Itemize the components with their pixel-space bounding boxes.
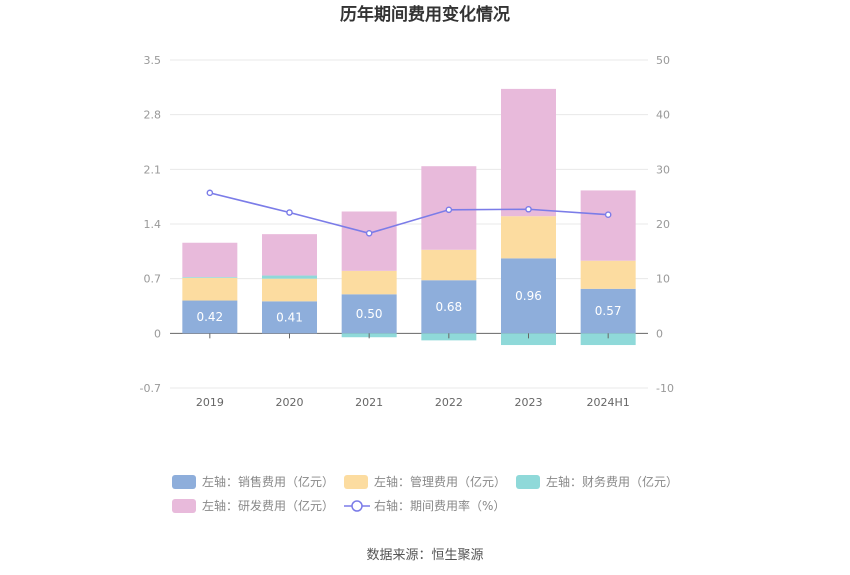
bar-data-label: 0.50 <box>356 307 383 321</box>
bar-segment <box>182 277 238 278</box>
left-tick-label: 0 <box>154 327 161 340</box>
legend-label: 左轴：管理费用（亿元） <box>374 474 506 489</box>
bar-segment <box>341 294 397 334</box>
legend-label: 左轴：研发费用（亿元） <box>202 498 334 513</box>
legend-label: 左轴：销售费用（亿元） <box>202 474 334 489</box>
bar-segment <box>501 216 556 259</box>
rate-point <box>286 209 293 216</box>
right-tick-label: 40 <box>656 109 670 122</box>
rate-point <box>206 189 214 197</box>
right-tick-label: 50 <box>656 54 670 67</box>
left-axis: 3.5 2.8 2.1 1.4 0.7 0 -0.7 <box>140 54 161 395</box>
bar-segment <box>580 260 636 289</box>
x-tick-label: 2023 <box>515 396 543 409</box>
bar-segment <box>341 270 397 295</box>
bar-data-label: 0.41 <box>276 310 303 324</box>
left-tick-label: 3.5 <box>144 54 162 67</box>
rate-point <box>604 211 612 219</box>
x-axis: 2019 2020 2021 2022 2023 2024H1 <box>196 333 630 409</box>
grid-lines <box>170 59 648 389</box>
left-tick-label: 2.1 <box>144 163 162 176</box>
bar-segment <box>580 333 636 346</box>
legend-label: 右轴：期间费用率（%） <box>374 498 505 513</box>
bar-segment <box>421 280 477 334</box>
rate-line-path <box>209 192 609 235</box>
bar-segment <box>501 258 556 334</box>
legend-swatch <box>172 499 196 513</box>
left-tick-label: 2.8 <box>144 109 162 122</box>
bar-segment <box>580 288 636 334</box>
legend: 左轴：销售费用（亿元） 左轴：管理费用（亿元） 左轴：财务费用（亿元） 左轴：研发费用… <box>172 474 678 513</box>
legend-swatch <box>344 475 368 489</box>
x-tick-label: 2024H1 <box>587 396 630 409</box>
right-tick-label: 10 <box>656 273 670 286</box>
rate-point <box>525 205 532 213</box>
right-tick-label: 20 <box>656 218 670 231</box>
bar-segment <box>262 278 317 302</box>
bar-data-label: 0.96 <box>515 289 542 303</box>
legend-swatch <box>516 475 540 489</box>
x-tick-label: 2021 <box>355 396 383 409</box>
left-tick-label: 1.4 <box>144 218 162 231</box>
rate-point <box>445 206 453 214</box>
left-tick-label: 0.7 <box>144 273 162 286</box>
bar-segment <box>262 275 317 279</box>
bar-data-label: 0.57 <box>595 304 622 318</box>
legend-marker <box>351 500 363 512</box>
bar-segment <box>182 242 238 278</box>
bar-segment <box>580 190 636 261</box>
bar-segment <box>182 300 238 334</box>
bar-segment <box>501 333 556 346</box>
left-tick-label: -0.7 <box>140 382 161 395</box>
right-tick-label: 30 <box>656 163 670 176</box>
x-tick-label: 2020 <box>276 396 304 409</box>
bar-data-label: 0.68 <box>435 300 462 314</box>
bar-segment <box>182 277 238 301</box>
legend-label: 左轴：财务费用（亿元） <box>546 474 678 489</box>
x-tick-label: 2019 <box>196 396 224 409</box>
right-tick-label: -10 <box>656 382 674 395</box>
legend-swatch <box>172 475 196 489</box>
bar-segment <box>341 211 397 271</box>
bars <box>182 88 636 346</box>
bar-segment <box>262 234 317 276</box>
bar-data-label: 0.42 <box>196 310 223 324</box>
bar-segment <box>421 249 477 281</box>
data-labels: 0.42 0.41 0.50 0.68 0.96 0.57 <box>196 289 621 324</box>
right-axis: 50 40 30 20 10 0 -10 <box>656 54 674 395</box>
source-note: 数据来源：恒生聚源 <box>366 548 483 563</box>
rate-line <box>206 189 612 237</box>
rate-point <box>365 229 373 237</box>
right-tick-label: 0 <box>656 327 663 340</box>
x-tick-label: 2022 <box>435 396 463 409</box>
chart-title: 历年期间费用变化情况 <box>340 4 510 25</box>
bar-segment <box>262 301 317 334</box>
bar-segment <box>501 88 556 217</box>
